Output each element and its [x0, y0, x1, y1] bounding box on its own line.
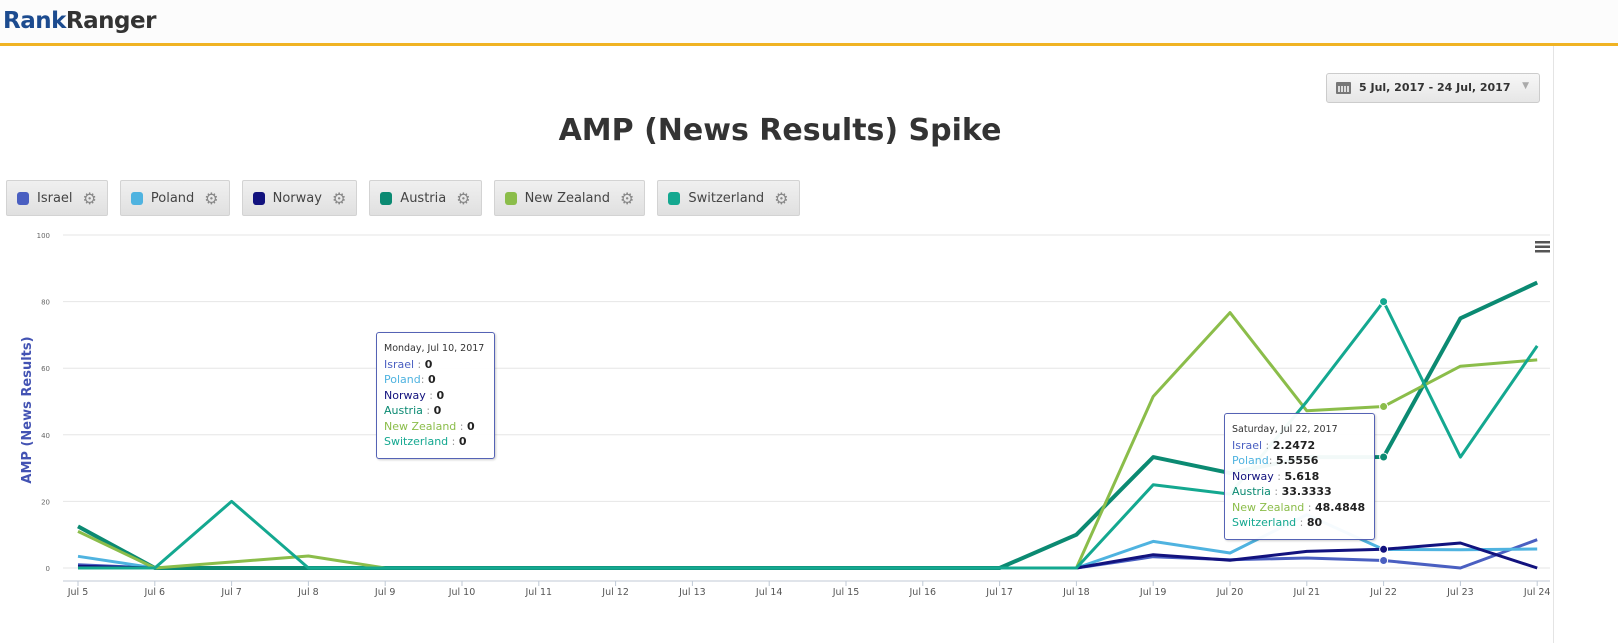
tooltip-row: Norway : 5.618	[1232, 469, 1320, 483]
date-range-picker[interactable]: 5 Jul, 2017 - 24 Jul, 2017 ▼	[1326, 73, 1540, 103]
tooltip-row: Israel : 0	[384, 357, 433, 371]
x-tick-label: Jul 12	[601, 587, 629, 598]
hover-marker-new-zealand	[1379, 402, 1389, 412]
hover-marker-israel	[1379, 556, 1389, 566]
tooltip-row: Switzerland : 0	[384, 435, 467, 448]
tooltip-jul-22: Saturday, Jul 22, 2017 Israel : 2.2472 Pol…	[1224, 413, 1375, 540]
color-swatch	[130, 191, 143, 205]
x-tick-label: Jul 20	[1216, 587, 1244, 598]
hover-marker-austria	[1379, 452, 1389, 462]
legend-item-new-zealand[interactable]: New Zealand ⚙	[493, 180, 646, 216]
hover-marker-norway	[1379, 544, 1389, 554]
tooltip-row: Israel : 2.2472	[1232, 438, 1316, 452]
legend-label: Israel	[37, 190, 73, 206]
color-swatch	[504, 191, 517, 205]
legend-item-norway[interactable]: Norway ⚙	[241, 180, 358, 216]
legend: Israel ⚙ Poland ⚙ Norway ⚙ Austria ⚙ New Zealand…	[6, 180, 800, 216]
x-tick-label: Jul 11	[525, 587, 553, 598]
legend-label: Switzerland	[688, 190, 765, 206]
tooltip-date: Saturday, Jul 22, 2017	[1232, 424, 1338, 435]
legend-label: Austria	[400, 190, 447, 206]
tooltip-date: Monday, Jul 10, 2017	[384, 343, 485, 354]
y-tick-label: 60	[41, 365, 50, 373]
x-tick-label: Jul 24	[1523, 587, 1551, 598]
legend-label: Norway	[272, 190, 322, 206]
calendar-icon	[1336, 82, 1351, 94]
legend-item-israel[interactable]: Israel ⚙	[6, 180, 108, 216]
x-tick-label: Jul 9	[374, 587, 396, 598]
legend-label: New Zealand	[524, 190, 611, 206]
y-tick-label: 0	[46, 565, 50, 573]
tooltip-row: New Zealand : 48.4848	[1232, 500, 1366, 514]
series-line-israel	[77, 538, 1538, 570]
x-tick-label: Jul 15	[832, 587, 860, 598]
chart-title: AMP (News Results) Spike	[558, 113, 1002, 148]
rankranger-logo[interactable]: RankRanger	[3, 8, 156, 34]
divider	[1553, 46, 1554, 643]
tooltip-row: Norway : 0	[384, 388, 445, 402]
gear-icon[interactable]: ⚙	[774, 188, 789, 208]
y-tick-label: 40	[41, 432, 50, 440]
hamburger-menu-icon[interactable]	[1535, 241, 1550, 253]
x-tick-label: Jul 17	[985, 587, 1013, 598]
x-tick-label: Jul 13	[678, 587, 706, 598]
color-swatch	[380, 191, 393, 205]
x-tick-label: Jul 5	[67, 587, 89, 598]
x-tick-label: Jul 7	[220, 587, 242, 598]
color-swatch	[668, 191, 681, 205]
gear-icon[interactable]: ⚙	[620, 188, 635, 208]
tooltip-row: Austria : 0	[384, 404, 442, 417]
tooltip-row: Switzerland : 80	[1232, 516, 1323, 529]
x-tick-label: Jul 6	[144, 587, 166, 598]
tooltip-jul-10: Monday, Jul 10, 2017 Israel : 0 Poland: 0 N…	[376, 332, 495, 459]
y-axis-label: AMP (News Results)	[20, 336, 35, 483]
x-tick-label: Jul 14	[755, 587, 783, 598]
x-tick-label: Jul 10	[448, 587, 476, 598]
x-tick-label: Jul 8	[297, 587, 319, 598]
legend-item-switzerland[interactable]: Switzerland ⚙	[657, 180, 800, 216]
dropdown-arrow-icon: ▼	[1522, 81, 1529, 91]
tooltip-row: Poland: 5.5556	[1232, 454, 1319, 467]
legend-label: Poland	[150, 190, 195, 206]
color-swatch	[252, 191, 265, 205]
gear-icon[interactable]: ⚙	[331, 188, 347, 208]
gear-icon[interactable]: ⚙	[204, 188, 219, 208]
x-tick-label: Jul 22	[1369, 587, 1397, 598]
color-swatch	[17, 191, 29, 205]
gear-icon[interactable]: ⚙	[82, 188, 97, 208]
x-tick-label: Jul 19	[1139, 587, 1167, 598]
top-bar: RankRanger	[0, 0, 1618, 46]
y-tick-label: 100	[37, 232, 50, 240]
y-tick-label: 80	[41, 299, 50, 307]
tooltip-row: New Zealand : 0	[384, 419, 475, 433]
x-tick-label: Jul 21	[1293, 587, 1321, 598]
legend-item-poland[interactable]: Poland ⚙	[119, 180, 230, 216]
y-tick-label: 20	[41, 498, 50, 506]
legend-item-austria[interactable]: Austria ⚙	[369, 180, 482, 216]
tooltip-row: Poland: 0	[384, 373, 436, 386]
x-tick-label: Jul 18	[1062, 587, 1090, 598]
x-tick-label: Jul 16	[909, 587, 937, 598]
tooltip-row: Austria : 33.3333	[1232, 485, 1332, 498]
gear-icon[interactable]: ⚙	[456, 188, 471, 208]
hover-marker-switzerland	[1379, 297, 1389, 307]
x-tick-label: Jul 23	[1446, 587, 1474, 598]
